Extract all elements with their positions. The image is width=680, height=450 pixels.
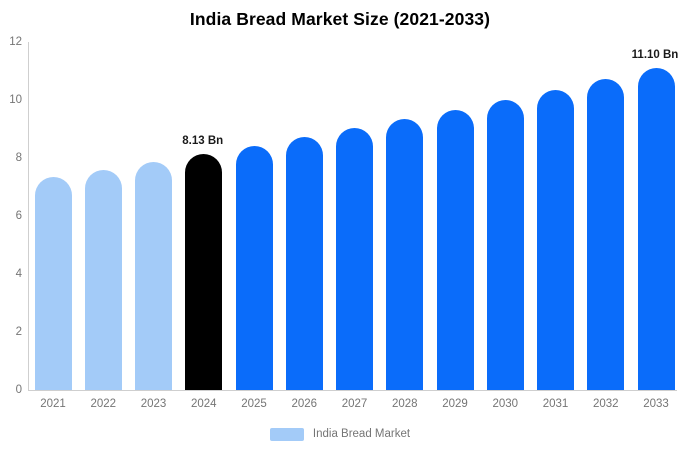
legend-label: India Bread Market — [312, 428, 411, 440]
x-axis-label-2028: 2028 — [391, 398, 418, 410]
y-axis-label-4: 4 — [15, 268, 22, 280]
x-axis-label-2029: 2029 — [442, 398, 468, 410]
bar-2025[interactable] — [235, 145, 273, 390]
legend-swatch[interactable] — [269, 427, 304, 441]
plot-area: 2021 2022 2023 2024 2025 2026 2027 2028 2029 2030… — [28, 42, 677, 410]
bar-2031[interactable] — [537, 89, 574, 390]
bar-2026[interactable] — [285, 137, 323, 390]
bar-2023[interactable] — [135, 162, 172, 390]
x-axis-label-2027: 2027 — [341, 398, 368, 410]
y-axis-label-8: 8 — [15, 152, 22, 164]
x-axis-label-2026: 2026 — [291, 398, 318, 410]
bar-value-label-2024: 8.13 Bn — [182, 135, 224, 148]
bar-2027[interactable] — [336, 128, 373, 390]
x-axis-label-2033: 2033 — [643, 398, 669, 410]
x-axis-label-2031: 2031 — [542, 398, 569, 410]
bar-2024[interactable] — [185, 154, 223, 390]
legend[interactable]: India Bread Market — [0, 426, 680, 442]
y-axis-label-10: 10 — [9, 94, 22, 106]
chart-title: India Bread Market Size (2021-2033) — [189, 9, 491, 29]
bar-2029[interactable] — [436, 109, 474, 390]
x-axis-label-2030: 2030 — [492, 398, 519, 410]
bar-2021[interactable] — [34, 177, 72, 390]
y-axis-label-2: 2 — [15, 326, 22, 338]
bar-2028[interactable] — [386, 119, 424, 390]
x-axis-label-2022: 2022 — [90, 398, 117, 410]
bar-2030[interactable] — [486, 100, 524, 390]
bar-2033[interactable] — [637, 68, 675, 390]
x-axis-label-2023: 2023 — [140, 398, 167, 410]
bar-value-label-2033: 11.10 Bn — [631, 49, 679, 62]
bar-2022[interactable] — [84, 169, 122, 390]
x-axis-label-2032: 2032 — [592, 398, 619, 410]
y-axis-label-12: 12 — [9, 36, 22, 48]
x-axis-label-2025: 2025 — [241, 398, 267, 410]
y-axis-label-6: 6 — [15, 210, 22, 222]
x-axis-label-2024: 2024 — [190, 398, 217, 410]
y-axis-label-0: 0 — [15, 384, 22, 396]
bar-2032[interactable] — [587, 79, 625, 390]
x-axis-label-2021: 2021 — [40, 398, 66, 410]
